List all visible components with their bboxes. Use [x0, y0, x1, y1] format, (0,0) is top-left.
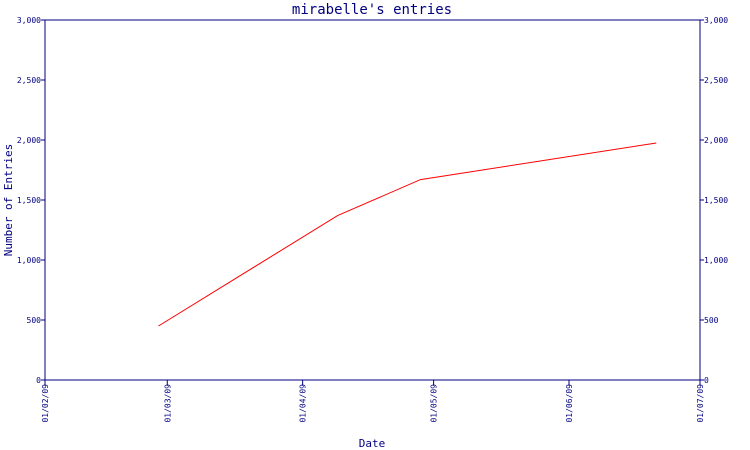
x-tick-label: 01/04/09: [299, 384, 308, 423]
y-tick-label-left: 0: [36, 376, 41, 385]
y-tick-label-right: 1,000: [704, 256, 728, 265]
y-tick-label-right: 3,000: [704, 16, 728, 25]
x-tick-label: 01/02/09: [41, 384, 50, 423]
x-tick-label: 01/06/09: [565, 384, 574, 423]
x-tick-label: 01/03/09: [163, 384, 172, 423]
y-axis-label: Number of Entries: [2, 144, 15, 257]
y-tick-label-right: 1,500: [704, 196, 728, 205]
y-tick-label-left: 1,500: [17, 196, 41, 205]
y-tick-label-left: 2,500: [17, 76, 41, 85]
y-tick-label-left: 3,000: [17, 16, 41, 25]
y-tick-label-left: 2,000: [17, 136, 41, 145]
y-tick-label-right: 0: [704, 376, 709, 385]
chart-title: mirabelle's entries: [292, 2, 452, 18]
entries-series-line: [158, 142, 657, 327]
y-tick-label-right: 2,500: [704, 76, 728, 85]
y-tick-label-right: 2,000: [704, 136, 728, 145]
y-tick-label-right: 500: [704, 316, 719, 325]
x-axis-label: Date: [359, 437, 386, 450]
y-tick-label-left: 1,000: [17, 256, 41, 265]
x-tick-label: 01/07/09: [696, 384, 705, 423]
y-tick-label-left: 500: [27, 316, 42, 325]
x-tick-label: 01/05/09: [430, 384, 439, 423]
